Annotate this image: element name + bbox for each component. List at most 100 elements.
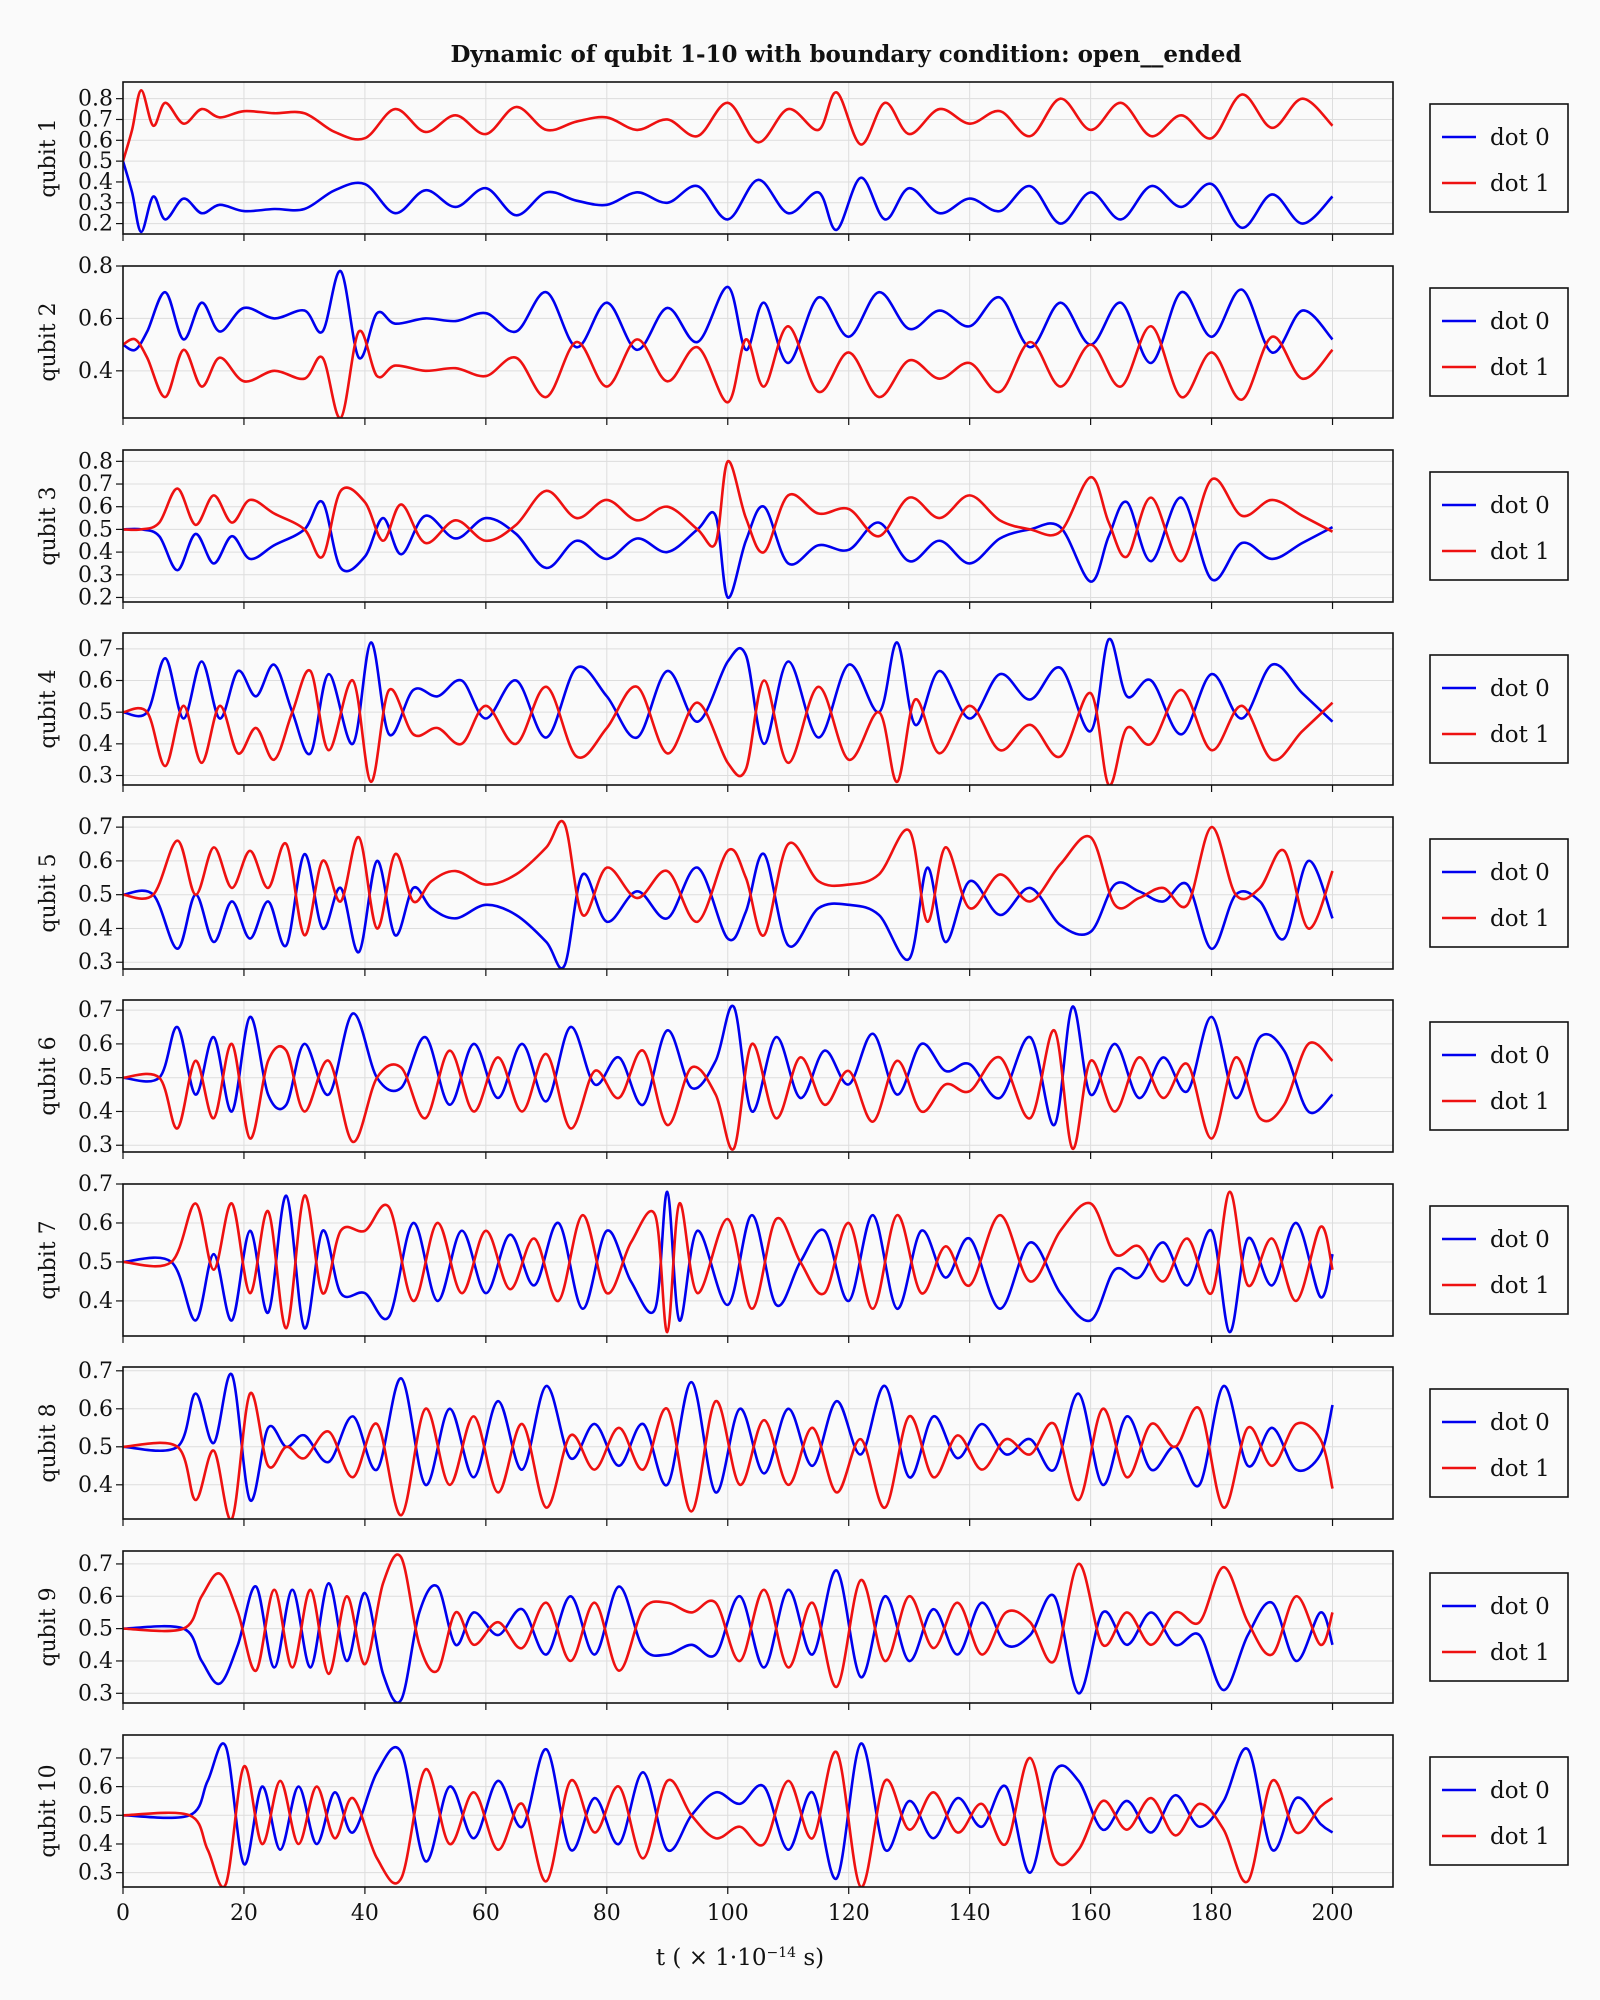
y-axis-label: qubit 6 [36,1036,61,1115]
y-tick-label: 0.3 [78,1861,113,1886]
y-tick-label: 0.6 [78,1211,113,1236]
y-tick-label: 0.5 [78,1435,113,1460]
y-tick-label: 0.5 [78,883,113,908]
x-tick-label: 40 [351,1901,379,1926]
legend-entry: dot 0 [1490,1594,1550,1620]
legend-box [1429,471,1569,581]
series-line-dot-1 [123,819,1334,937]
y-tick-label: 0.7 [78,637,113,662]
y-tick-label: 0.3 [78,950,113,975]
y-tick-label: 0.5 [78,1066,113,1091]
y-tick-label: 0.7 [78,1359,113,1384]
panel-qubit-7: 0.4 0.5 0.6 0.7 qubit 7 dot 0 dot 1 [36,1172,1569,1343]
plot-frame [122,1550,1394,1704]
plot-frame [122,81,1394,235]
legend-entry: dot 1 [1490,1273,1550,1299]
panel-qubit-2: 0.4 0.6 0.8 qubit 2 dot 0 dot 1 [36,254,1569,425]
legend: dot 0 dot 1 [1429,287,1569,397]
y-axis-label: qubit 10 [36,1764,61,1857]
y-tick-label: 0.7 [78,815,113,840]
plot-frame [122,816,1394,970]
plot-frame [122,1734,1394,1888]
legend-entry: dot 0 [1490,1227,1550,1253]
plot-frame [122,265,1394,419]
legend-entry: dot 0 [1490,1778,1550,1804]
y-tick-label: 0.7 [78,472,113,497]
legend-entry: dot 0 [1490,493,1550,519]
plot-frame [122,632,1394,786]
y-tick-label: 0.5 [78,700,113,725]
plot-frame [122,1366,1394,1520]
x-axis: 0 20 40 60 80 100 120 140 160 180 200 [116,1901,1354,1926]
y-tick-label: 0.7 [78,107,113,132]
legend-entry: dot 1 [1490,906,1550,932]
panel-qubit-10: 0.3 0.4 0.5 0.6 0.7 qubit 10 dot 0 dot 1 [36,1734,1569,1894]
y-tick-label: 0.5 [78,1250,113,1275]
y-axis-label: qubit 8 [36,1403,61,1482]
plot-area [123,1184,1393,1336]
series-line-dot-1 [123,1750,1334,1887]
series-line-dot-1 [123,324,1334,418]
y-tick-label: 0.6 [78,495,113,520]
plot-area [123,1735,1393,1887]
y-tick-label: 0.5 [78,1617,113,1642]
y-tick-label: 0.6 [78,1032,113,1057]
legend: dot 0 dot 1 [1429,1756,1569,1866]
legend-box [1429,1021,1569,1131]
x-tick-label: 80 [593,1901,621,1926]
legend: dot 0 dot 1 [1429,1388,1569,1498]
y-axis-label: qubit 2 [36,302,61,381]
legend-entry: dot 1 [1490,539,1550,565]
x-axis-label: t ( × 1·10−14 s) [656,1945,824,1971]
panel-qubit-8: 0.4 0.5 0.6 0.7 qubit 8 dot 0 dot 1 [36,1359,1569,1526]
series-line-dot-0 [123,852,1334,969]
series-line-dot-1 [123,1029,1334,1151]
plot-frame [122,999,1394,1153]
plot-area [123,1551,1393,1703]
plot-area [123,82,1393,234]
x-tick-label: 180 [1191,1901,1233,1926]
y-tick-label: 0.3 [78,563,113,588]
series-line-dot-0 [123,1372,1334,1502]
legend-entry: dot 1 [1490,355,1550,381]
y-tick-label: 0.4 [78,916,113,941]
y-tick-label: 0.6 [78,849,113,874]
plot-area [123,450,1393,602]
legend-entry: dot 1 [1490,1089,1550,1115]
plot-frame [122,1183,1394,1337]
y-axis-label: qubit 7 [36,1220,61,1299]
legend-entry: dot 1 [1490,1824,1550,1850]
x-tick-label: 60 [472,1901,500,1926]
series-line-dot-1 [123,1190,1334,1334]
y-tick-label: 0.4 [78,1289,113,1314]
plot-area [123,1000,1393,1152]
panel-qubit-4: 0.3 0.4 0.5 0.6 0.7 qubit 4 dot 0 dot 1 [36,632,1569,792]
series-line-dot-1 [123,460,1334,563]
y-tick-label: 0.4 [78,1473,113,1498]
legend: dot 0 dot 1 [1429,838,1569,948]
y-axis-label: qubit 1 [36,118,61,197]
x-tick-label: 140 [949,1901,991,1926]
legend: dot 0 dot 1 [1429,654,1569,764]
series-line-dot-1 [123,89,1334,162]
panel-qubit-3: 0.20.30.40.50.60.70.8 qubit 3 dot 0 dot 1 [36,449,1569,610]
legend-entry: dot 1 [1490,171,1550,197]
legend-entry: dot 0 [1490,1043,1550,1069]
panel-qubit-1: 0.20.30.40.50.60.70.8 qubit 1 dot 0 dot 1 [36,81,1569,241]
legend-box [1429,1572,1569,1682]
y-tick-label: 0.7 [78,998,113,1023]
x-tick-label: 200 [1312,1901,1354,1926]
y-axis-label: qubit 9 [36,1587,61,1666]
y-tick-label: 0.5 [78,517,113,542]
panel-qubit-9: 0.3 0.4 0.5 0.6 0.7 qubit 9 dot 0 dot 1 [36,1550,1569,1710]
y-tick-label: 0.8 [78,449,113,474]
y-tick-label: 0.3 [78,191,113,216]
y-tick-label: 0.6 [78,669,113,694]
y-tick-label: 0.7 [78,1552,113,1577]
y-tick-label: 0.5 [78,149,113,174]
y-tick-label: 0.6 [78,1397,113,1422]
legend-entry: dot 1 [1490,1640,1550,1666]
y-tick-label: 0.4 [78,1649,113,1674]
plot-area [123,633,1393,785]
